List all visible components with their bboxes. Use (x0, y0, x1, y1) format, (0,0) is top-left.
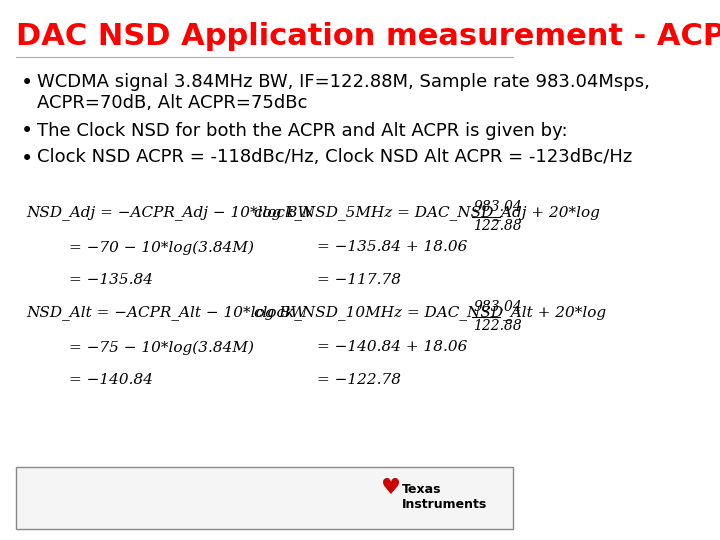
Text: clock_NSD_5MHz = DAC_NSD_Adj + 20*log: clock_NSD_5MHz = DAC_NSD_Adj + 20*log (253, 205, 600, 220)
Text: Texas
Instruments: Texas Instruments (402, 483, 487, 511)
Text: DAC NSD Application measurement - ACPR: DAC NSD Application measurement - ACPR (16, 22, 720, 51)
Text: 983.04: 983.04 (473, 200, 522, 214)
Text: = −75 − 10*log(3.84M): = −75 − 10*log(3.84M) (68, 340, 253, 355)
Text: = −70 − 10*log(3.84M): = −70 − 10*log(3.84M) (68, 240, 253, 255)
Text: WCDMA signal 3.84MHz BW, IF=122.88M, Sample rate 983.04Msps,: WCDMA signal 3.84MHz BW, IF=122.88M, Sam… (37, 73, 650, 91)
Text: ♥: ♥ (381, 478, 400, 498)
Text: The Clock NSD for both the ACPR and Alt ACPR is given by:: The Clock NSD for both the ACPR and Alt … (37, 122, 567, 139)
Text: NSD_Adj = −ACPR_Adj − 10*log BW: NSD_Adj = −ACPR_Adj − 10*log BW (27, 205, 313, 220)
Text: 122.88: 122.88 (473, 319, 522, 333)
Text: = −135.84 + 18.06: = −135.84 + 18.06 (318, 240, 467, 254)
FancyBboxPatch shape (16, 467, 513, 529)
Text: •: • (21, 148, 33, 168)
Text: = −135.84: = −135.84 (68, 273, 153, 287)
Text: = −117.78: = −117.78 (318, 273, 401, 287)
Text: = −122.78: = −122.78 (318, 373, 401, 387)
Text: clock_NSD_10MHz = DAC_NSD_Alt + 20*log: clock_NSD_10MHz = DAC_NSD_Alt + 20*log (253, 305, 606, 320)
Text: •: • (21, 73, 33, 93)
Text: = −140.84 + 18.06: = −140.84 + 18.06 (318, 340, 467, 354)
Text: •: • (21, 122, 33, 141)
Text: 983.04: 983.04 (473, 300, 522, 314)
Text: ACPR=70dB, Alt ACPR=75dBc: ACPR=70dB, Alt ACPR=75dBc (37, 94, 307, 112)
Text: 122.88: 122.88 (473, 219, 522, 233)
Text: Clock NSD ACPR = -118dBc/Hz, Clock NSD Alt ACPR = -123dBc/Hz: Clock NSD ACPR = -118dBc/Hz, Clock NSD A… (37, 148, 632, 166)
Text: = −140.84: = −140.84 (68, 373, 153, 387)
Text: NSD_Alt = −ACPR_Alt − 10*log BW: NSD_Alt = −ACPR_Alt − 10*log BW (27, 305, 307, 320)
